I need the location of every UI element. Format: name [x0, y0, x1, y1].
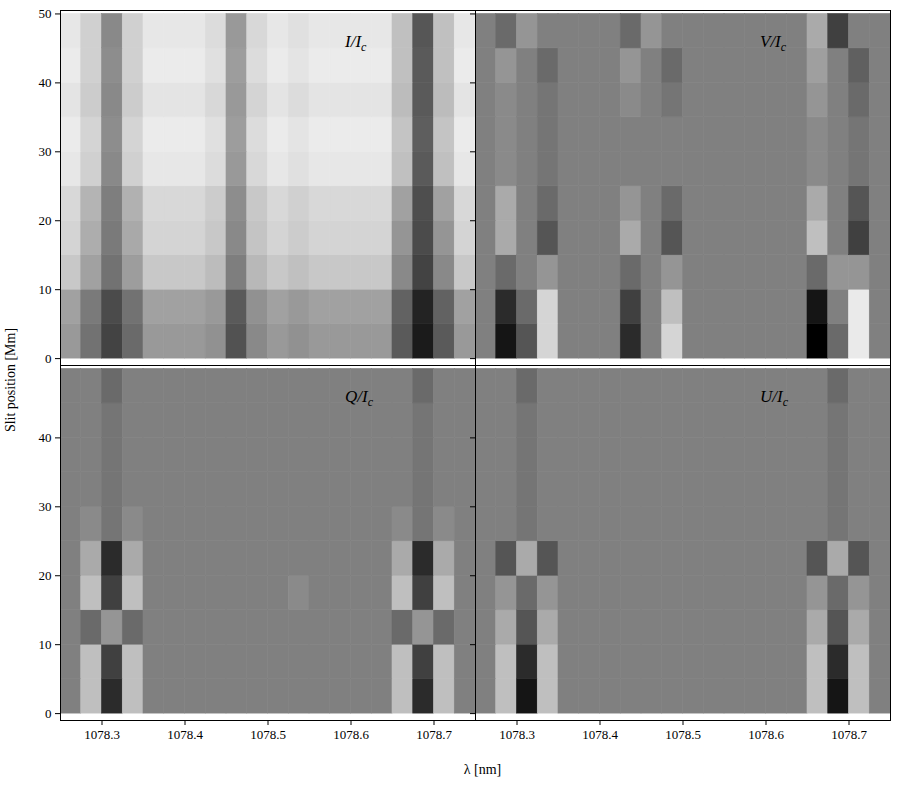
svg-text:1078.6: 1078.6	[333, 727, 369, 742]
svg-text:20: 20	[39, 568, 52, 583]
svg-text:1078.3: 1078.3	[84, 727, 120, 742]
svg-text:40: 40	[39, 75, 52, 90]
svg-text:1078.3: 1078.3	[499, 727, 535, 742]
html-text:λ [nm]: λ [nm]	[463, 762, 502, 777]
svg-text:30: 30	[39, 499, 52, 514]
svg-text:1078.6: 1078.6	[748, 727, 784, 742]
svg-text:20: 20	[39, 213, 52, 228]
html-text:V/Ic: V/Ic	[760, 32, 787, 55]
svg-text:1078.7: 1078.7	[831, 727, 867, 742]
html-text:I/Ic: I/Ic	[345, 32, 367, 55]
svg-text:1078.5: 1078.5	[250, 727, 286, 742]
html-text:U/Ic: U/Ic	[760, 387, 788, 410]
svg-text:1078.7: 1078.7	[416, 727, 452, 742]
svg-text:50: 50	[39, 6, 52, 21]
html-text:Q/Ic: Q/Ic	[345, 387, 373, 410]
html-text:Slit position [Mm]: Slit position [Mm]	[3, 327, 18, 433]
svg-text:1078.4: 1078.4	[167, 727, 203, 742]
svg-text:0: 0	[45, 706, 52, 721]
svg-text:40: 40	[39, 430, 52, 445]
svg-text:30: 30	[39, 144, 52, 159]
svg-text:1078.4: 1078.4	[582, 727, 618, 742]
svg-text:10: 10	[39, 637, 52, 652]
svg-text:0: 0	[45, 351, 52, 365]
svg-text:10: 10	[39, 282, 52, 297]
svg-text:1078.5: 1078.5	[665, 727, 701, 742]
